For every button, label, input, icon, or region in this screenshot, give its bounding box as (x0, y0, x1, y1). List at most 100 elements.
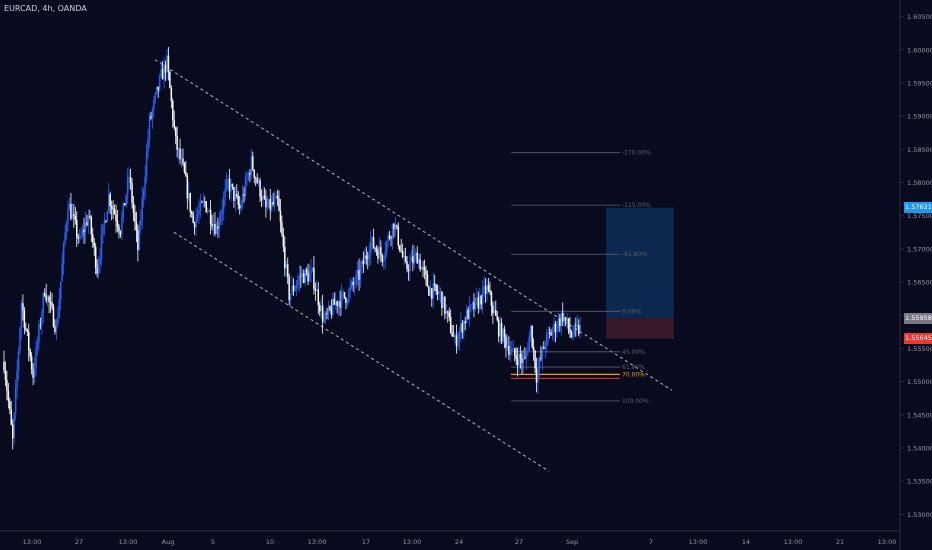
candle-body (262, 196, 264, 201)
candle-body (194, 223, 196, 228)
candle-body (307, 273, 309, 282)
candle-body (354, 284, 356, 285)
candle-body (403, 256, 405, 257)
candle-body (326, 313, 328, 314)
candle-body (11, 410, 13, 425)
candle-body (364, 256, 366, 264)
candle-body (226, 181, 228, 189)
candle-body (95, 247, 97, 268)
candle-body (514, 349, 516, 356)
candle-body (425, 270, 427, 275)
target-zone[interactable] (606, 208, 674, 318)
fib-level-label: 70.00% (622, 371, 645, 378)
price-tick-label: 1.56500 (907, 279, 932, 287)
fib-level-label: -170.00% (622, 150, 651, 157)
candle-body (339, 301, 341, 307)
candle-body (278, 199, 280, 211)
candle-body (165, 65, 167, 73)
descending-channel[interactable] (155, 60, 672, 472)
candle-body (315, 289, 317, 291)
candle-body (344, 292, 346, 297)
candle-body (136, 222, 138, 231)
candle-body (274, 199, 276, 204)
candle-body (141, 198, 143, 220)
candle-body (121, 218, 123, 235)
candle-body (214, 224, 216, 234)
candle-body (123, 203, 125, 218)
candle-body (208, 210, 210, 211)
candle-body (192, 214, 194, 223)
candle-body (547, 332, 549, 333)
candle-body (146, 152, 148, 177)
candle-body (382, 255, 384, 262)
candle-body (248, 173, 250, 178)
candle-body (360, 268, 362, 280)
candle-body (92, 234, 94, 242)
candle-body (32, 369, 34, 377)
time-axis[interactable]: 13:00 27 13:00 Aug 5 10 13:00 17 13:00 24 27 Sep 7 13… (23, 538, 897, 546)
candle-body (572, 335, 574, 337)
candle-body (475, 298, 477, 309)
candle-body (395, 225, 397, 229)
candle-body (267, 207, 269, 208)
candle-body (555, 324, 557, 333)
candle-body (281, 222, 283, 234)
candle-body (530, 326, 532, 337)
candle-body (45, 296, 47, 301)
candle-body (483, 286, 485, 288)
candle-body (392, 224, 394, 239)
candle-body (501, 323, 503, 341)
candle-body (131, 183, 133, 203)
candle-body (502, 329, 504, 342)
candle-body (440, 292, 442, 293)
candle-body (155, 93, 157, 100)
candle-body (540, 358, 542, 359)
candle-body (432, 283, 434, 298)
candle-body (521, 359, 523, 363)
candle-body (310, 270, 312, 273)
stop-zone[interactable] (606, 318, 674, 339)
candle-body (240, 205, 242, 208)
candle-body (325, 313, 327, 320)
candle-body (357, 270, 359, 274)
candle-body (491, 292, 493, 305)
channel-upper-line[interactable] (155, 60, 672, 391)
candle-body (223, 197, 225, 210)
candle-body (79, 236, 81, 239)
candle-body (561, 313, 563, 326)
candle-body (249, 173, 251, 175)
candle-body (323, 320, 325, 322)
price-tick-label: 1.54000 (907, 445, 932, 453)
candle-body (577, 325, 579, 326)
candle-body (575, 325, 577, 326)
candle-body (494, 310, 496, 313)
time-tick-label: 13:00 (119, 538, 138, 546)
candle-body (518, 354, 520, 366)
candle-body (86, 222, 88, 225)
candle-body (245, 179, 247, 196)
price-tick-label: 1.58000 (907, 179, 932, 187)
price-axis[interactable]: 1.60500 1.60000 1.59500 1.59000 1.58500 1.580… (900, 13, 932, 519)
time-tick-label: 13:00 (23, 538, 42, 546)
candle-body (300, 276, 302, 277)
candle-body (533, 347, 535, 351)
candle-body (485, 286, 487, 293)
candle-body (220, 215, 222, 222)
candle-body (291, 286, 293, 294)
time-tick-label: 5 (211, 538, 215, 546)
candle-body (558, 319, 560, 328)
channel-lower-line[interactable] (174, 232, 549, 471)
candle-body (189, 193, 191, 212)
candle-body (342, 292, 344, 293)
candle-body (438, 293, 440, 294)
candle-body (70, 204, 72, 219)
candle-body (128, 177, 130, 178)
candle-body (184, 164, 186, 173)
candle-body (443, 297, 445, 308)
candle-body (415, 253, 417, 255)
candle-body (152, 110, 154, 118)
candle-body (546, 334, 548, 347)
candle-body (227, 179, 229, 181)
price-tick-label: 1.58500 (907, 146, 932, 154)
